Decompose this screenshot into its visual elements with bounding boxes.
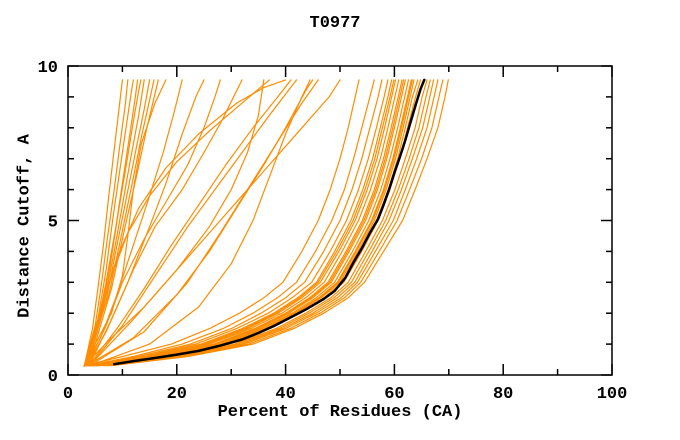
model-curve-22 [86, 79, 221, 367]
model-curve-03 [84, 79, 134, 367]
x-tick-label: 80 [493, 385, 513, 404]
model-curve-14 [84, 79, 287, 367]
model-curve-40 [107, 79, 439, 367]
model-curve-19 [89, 79, 311, 367]
model-curve-02 [83, 79, 129, 367]
x-tick-label: 0 [63, 385, 73, 404]
y-tick-label: 10 [38, 59, 58, 78]
y-tick-label: 0 [48, 368, 58, 387]
model-curve-06 [83, 79, 145, 367]
model-curve-32 [93, 79, 406, 367]
model-curve-41 [108, 79, 444, 367]
model-curve-42 [110, 79, 449, 367]
model-curve-21 [91, 79, 341, 364]
model-curve-37 [102, 79, 428, 367]
model-curve-25 [86, 79, 375, 367]
model-curve-38 [103, 79, 431, 367]
model-curve-26 [87, 79, 383, 367]
x-tick-label: 100 [597, 385, 628, 404]
model-curve-43 [89, 79, 395, 367]
model-curve-44 [92, 79, 405, 367]
curves-layer [83, 78, 449, 367]
y-tick-label: 5 [48, 214, 58, 233]
model-curve-33 [94, 79, 410, 367]
x-axis-label: Percent of Residues (CA) [217, 403, 463, 422]
model-curve-08 [83, 79, 155, 367]
x-tick-label: 60 [384, 385, 404, 404]
x-tick-label: 40 [275, 385, 295, 404]
chart-title: T0977 [309, 14, 361, 33]
model-curve-09 [88, 79, 159, 367]
x-tick-label: 20 [167, 385, 187, 404]
model-curve-29 [90, 79, 397, 367]
model-curve-16 [89, 79, 298, 367]
model-curve-10 [83, 79, 167, 367]
highlighted-model-curve [112, 78, 426, 366]
y-axis-label: Distance Cutoff, A [15, 134, 35, 318]
model-curve-20 [83, 79, 265, 367]
model-curve-28 [89, 79, 393, 367]
model-curve-24 [83, 79, 360, 367]
model-curve-18 [89, 79, 319, 367]
model-curve-30 [91, 79, 400, 367]
model-curve-39 [105, 79, 435, 367]
model-curve-27 [88, 79, 389, 367]
model-curve-23 [89, 79, 243, 365]
model-curve-01 [83, 79, 124, 367]
model-curve-15 [89, 79, 292, 365]
